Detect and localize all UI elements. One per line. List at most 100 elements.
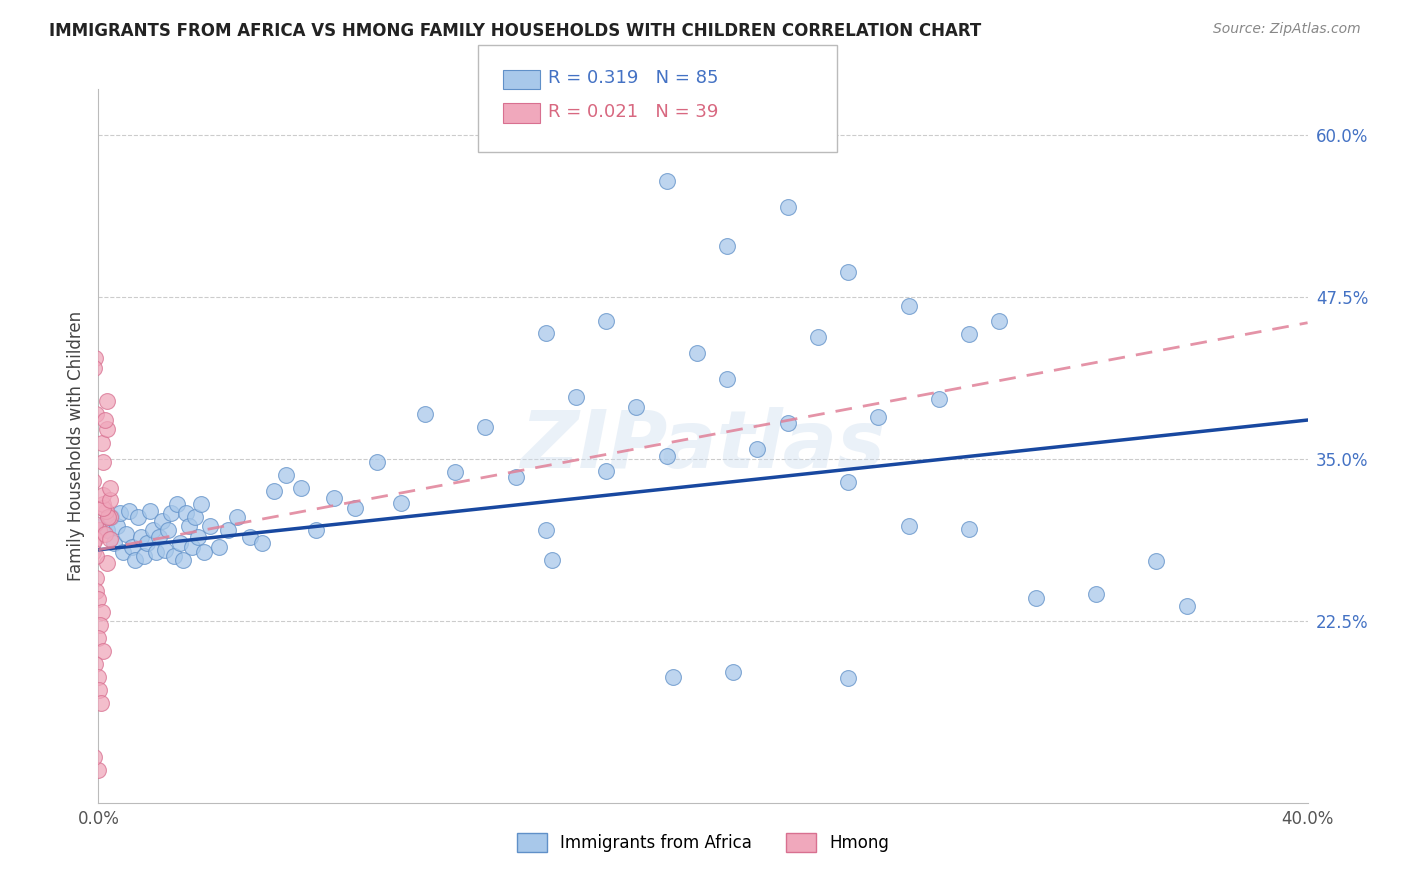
Point bbox=[444, 465, 467, 479]
Point bbox=[114, 527, 136, 541]
Point bbox=[565, 390, 588, 404]
Point bbox=[86, 670, 108, 684]
Point bbox=[84, 533, 107, 547]
Point bbox=[626, 400, 648, 414]
Point bbox=[169, 536, 191, 550]
Point bbox=[87, 592, 110, 607]
Point bbox=[96, 556, 118, 570]
Point bbox=[837, 475, 859, 490]
Point bbox=[90, 696, 112, 710]
Point bbox=[897, 519, 920, 533]
Point bbox=[716, 371, 738, 385]
Point bbox=[193, 545, 215, 559]
Point bbox=[807, 330, 830, 344]
Point bbox=[87, 682, 110, 697]
Point bbox=[655, 174, 678, 188]
Point bbox=[179, 519, 201, 533]
Point bbox=[988, 314, 1011, 328]
Point bbox=[540, 553, 562, 567]
Point bbox=[366, 454, 388, 468]
Point bbox=[93, 488, 115, 502]
Point bbox=[474, 419, 496, 434]
Point bbox=[93, 516, 115, 531]
Point bbox=[91, 454, 114, 468]
Point bbox=[1085, 587, 1108, 601]
Point bbox=[250, 536, 273, 550]
Point bbox=[655, 450, 678, 464]
Point bbox=[142, 524, 165, 538]
Point bbox=[239, 530, 262, 544]
Point bbox=[747, 442, 769, 456]
Point bbox=[174, 507, 197, 521]
Point bbox=[217, 524, 239, 538]
Text: Source: ZipAtlas.com: Source: ZipAtlas.com bbox=[1213, 22, 1361, 37]
Point bbox=[190, 497, 212, 511]
Point bbox=[98, 533, 121, 547]
Point bbox=[121, 540, 143, 554]
Point bbox=[323, 491, 346, 505]
Point bbox=[82, 545, 104, 559]
Point bbox=[84, 571, 107, 585]
Point bbox=[94, 527, 117, 541]
Point bbox=[118, 504, 141, 518]
Point bbox=[274, 467, 297, 482]
Point bbox=[90, 436, 112, 450]
Point bbox=[413, 407, 436, 421]
Point bbox=[91, 501, 114, 516]
Point bbox=[93, 644, 115, 658]
Point bbox=[661, 670, 683, 684]
Point bbox=[132, 549, 155, 564]
Point bbox=[723, 665, 745, 679]
Point bbox=[163, 549, 186, 564]
Point bbox=[127, 510, 149, 524]
Point bbox=[111, 545, 134, 559]
Legend: Immigrants from Africa, Hmong: Immigrants from Africa, Hmong bbox=[510, 826, 896, 859]
Point bbox=[200, 519, 222, 533]
Point bbox=[89, 524, 111, 538]
Y-axis label: Family Households with Children: Family Households with Children bbox=[66, 311, 84, 581]
Point bbox=[84, 549, 107, 564]
Point bbox=[90, 605, 112, 619]
Point bbox=[505, 470, 527, 484]
Point bbox=[172, 553, 194, 567]
Point bbox=[94, 413, 117, 427]
Point bbox=[595, 464, 617, 478]
Point bbox=[82, 536, 104, 550]
Point bbox=[84, 584, 107, 599]
Point bbox=[87, 764, 110, 778]
Point bbox=[534, 326, 557, 340]
Point bbox=[98, 510, 121, 524]
Point bbox=[534, 524, 557, 538]
Point bbox=[103, 536, 125, 550]
Point bbox=[124, 553, 146, 567]
Point bbox=[837, 671, 859, 685]
Text: R = 0.021   N = 39: R = 0.021 N = 39 bbox=[548, 103, 718, 121]
Point bbox=[96, 393, 118, 408]
Point bbox=[89, 618, 111, 632]
Point bbox=[595, 314, 617, 328]
Point bbox=[208, 540, 231, 554]
Point bbox=[105, 519, 128, 533]
Point bbox=[100, 510, 122, 524]
Point bbox=[160, 507, 183, 521]
Point bbox=[97, 510, 120, 524]
Point bbox=[84, 516, 107, 531]
Point bbox=[84, 351, 107, 365]
Point bbox=[184, 510, 207, 524]
Point bbox=[776, 200, 799, 214]
Point bbox=[83, 361, 105, 376]
Point bbox=[181, 540, 204, 554]
Point bbox=[83, 750, 105, 764]
Point bbox=[98, 481, 121, 495]
Point bbox=[290, 481, 312, 495]
Point bbox=[135, 536, 157, 550]
Point bbox=[98, 493, 121, 508]
Point bbox=[108, 507, 131, 521]
Point bbox=[153, 542, 176, 557]
Point bbox=[1144, 554, 1167, 568]
Point bbox=[166, 497, 188, 511]
Point bbox=[957, 522, 980, 536]
Point bbox=[82, 474, 104, 488]
Point bbox=[156, 524, 179, 538]
Point bbox=[1024, 591, 1046, 605]
